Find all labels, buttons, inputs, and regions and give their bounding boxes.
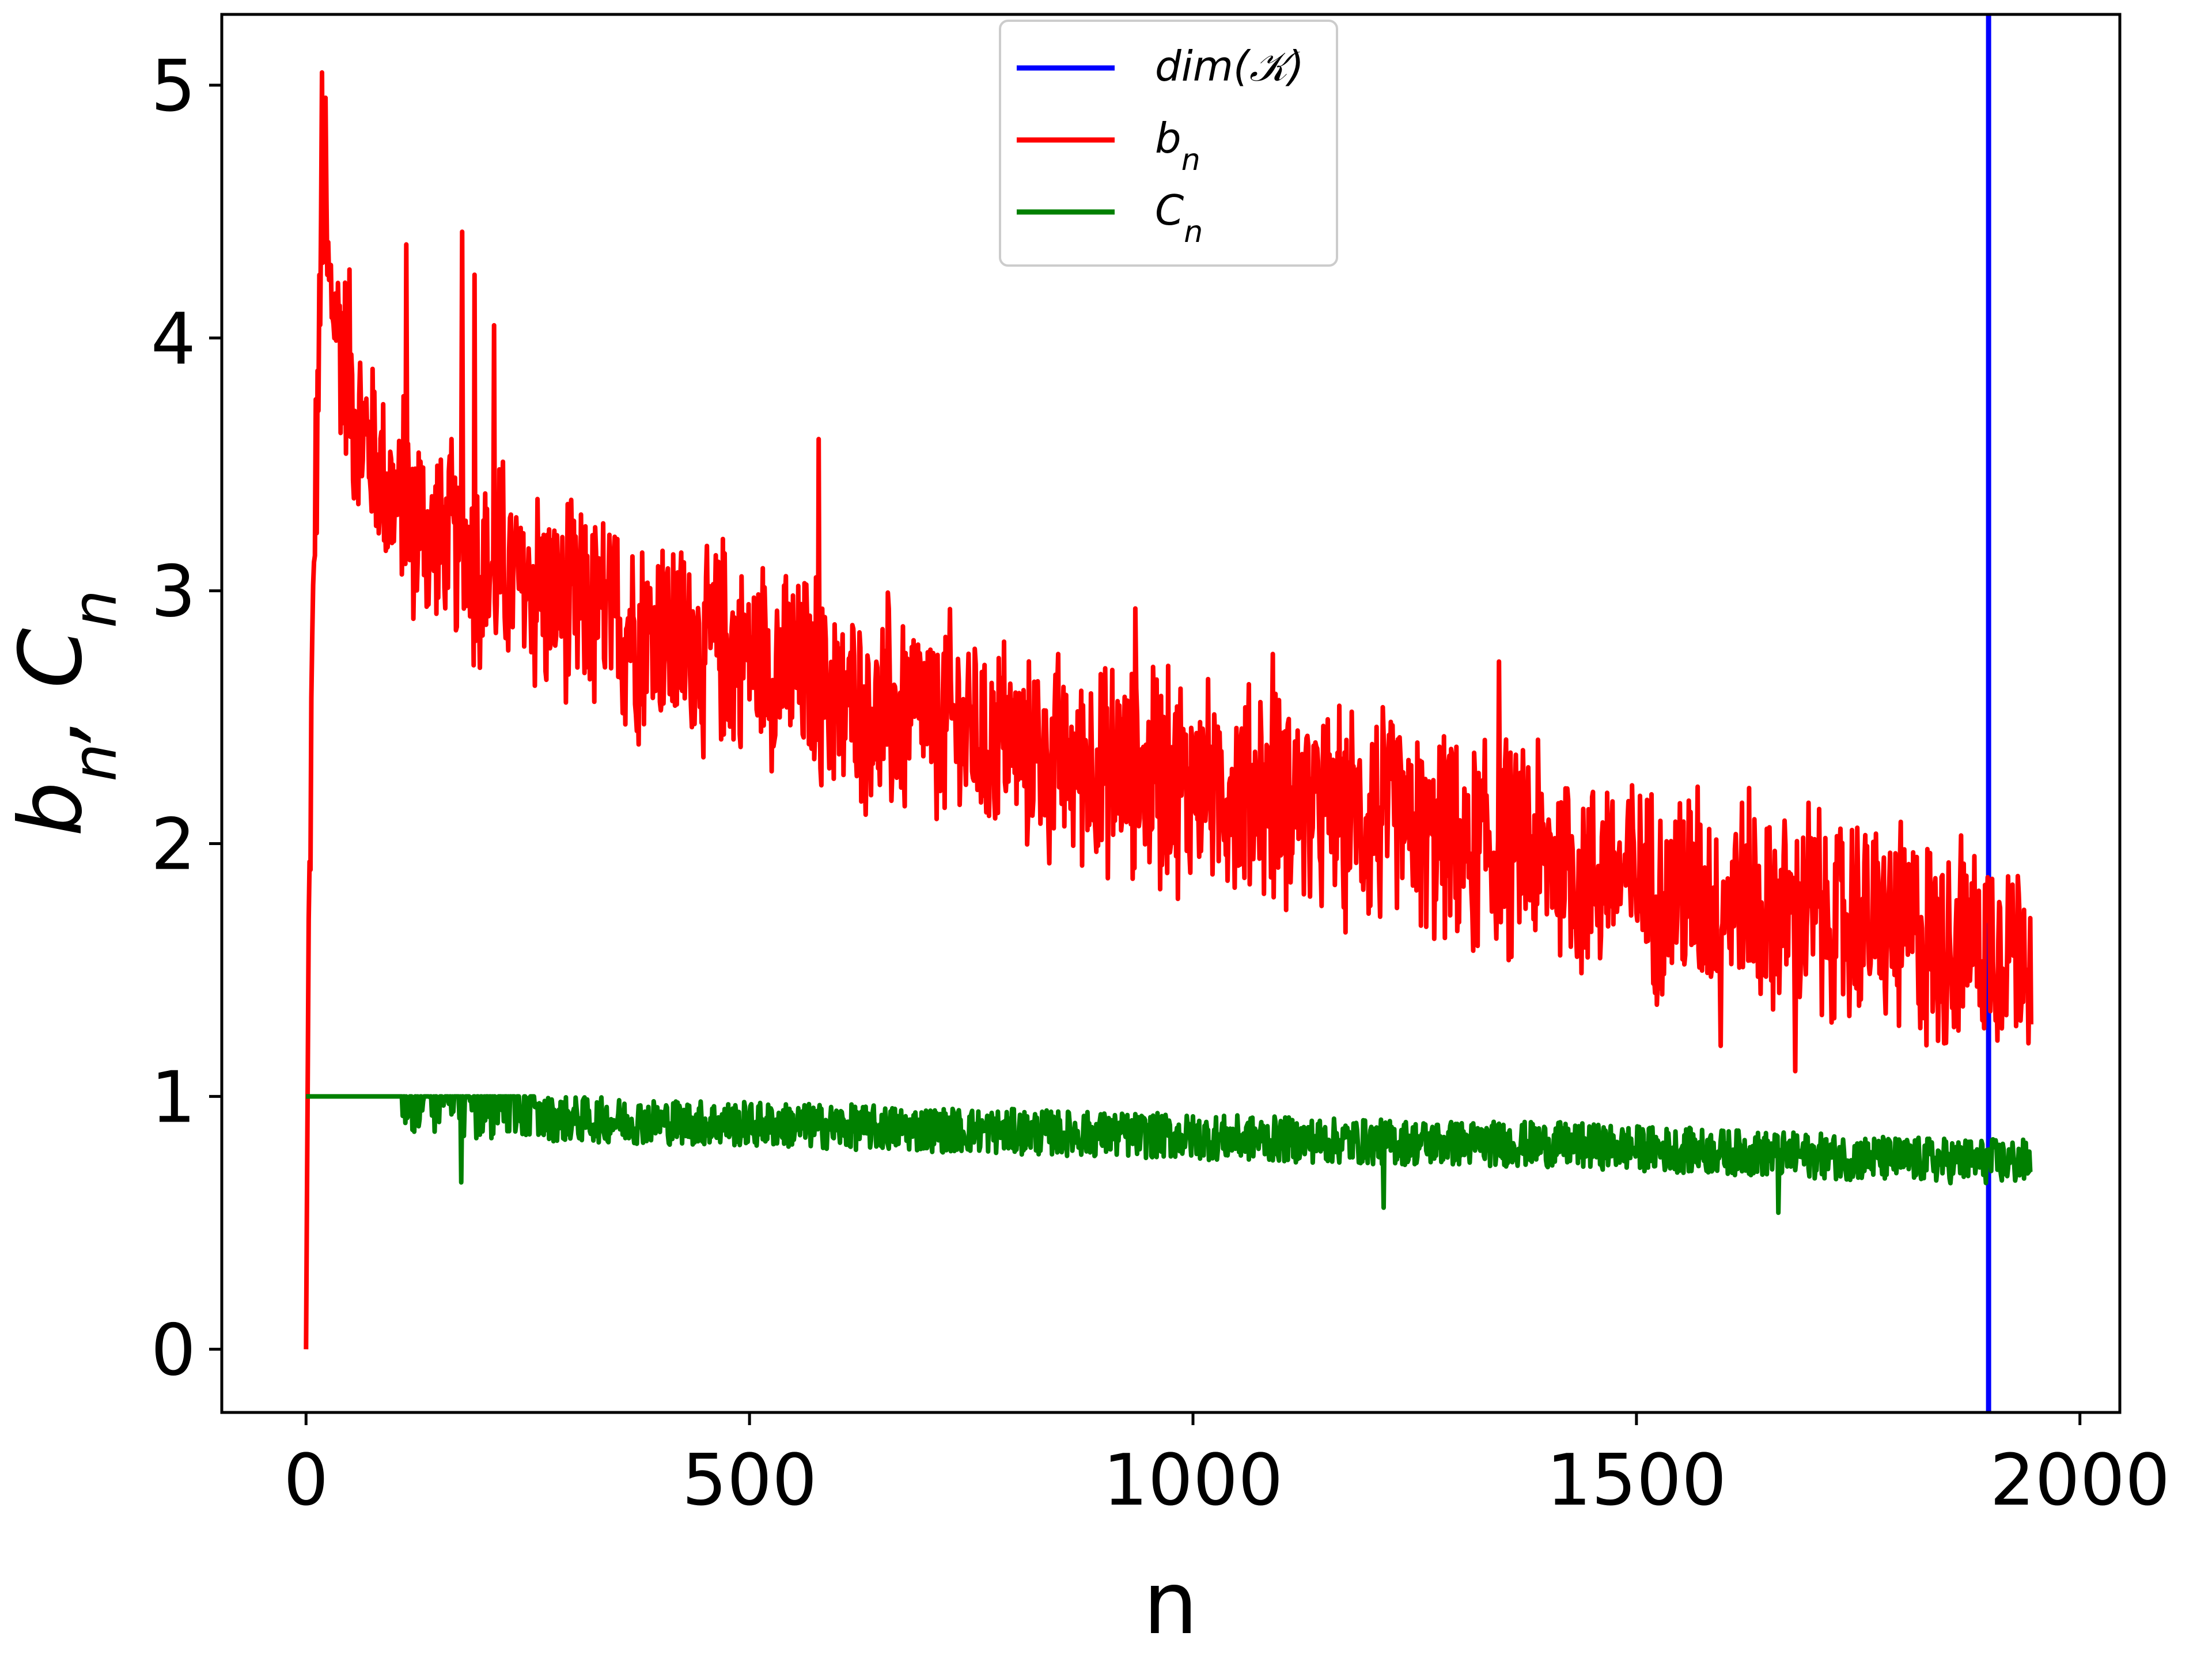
legend-label: bn: [1155, 114, 1200, 177]
series-layer: [304, 14, 2033, 1412]
x-tick-label: 2000: [1990, 1440, 2170, 1522]
legend-label: Cn: [1155, 186, 1203, 249]
y-tick-label: 5: [151, 46, 196, 128]
plot-frame: [220, 13, 2122, 1414]
series-cn-line: [304, 1094, 2033, 1215]
x-tick-label: 1500: [1546, 1440, 1726, 1522]
y-tick-label: 4: [151, 298, 196, 381]
legend-label: dim(𝒦): [1155, 42, 1304, 90]
x-axis: 0 500 1000 1500 2000: [283, 1412, 2170, 1522]
y-axis-title: bn, Cn: [1, 590, 130, 836]
y-axis: 0 1 2 3 4 5: [151, 46, 222, 1392]
y-tick-label: 2: [151, 804, 196, 887]
x-tick-label: 500: [682, 1440, 817, 1522]
legend: dim(𝒦) bn Cn: [999, 20, 1338, 267]
y-tick-label: 1: [151, 1056, 196, 1139]
series-bn-line: [304, 70, 2033, 1350]
legend-box: [999, 20, 1338, 267]
x-axis-title: n: [1143, 1554, 1198, 1654]
x-tick-label: 1000: [1103, 1440, 1283, 1522]
x-tick-label: 0: [283, 1440, 328, 1522]
y-tick-label: 3: [151, 551, 196, 634]
y-tick-label: 0: [151, 1309, 196, 1392]
